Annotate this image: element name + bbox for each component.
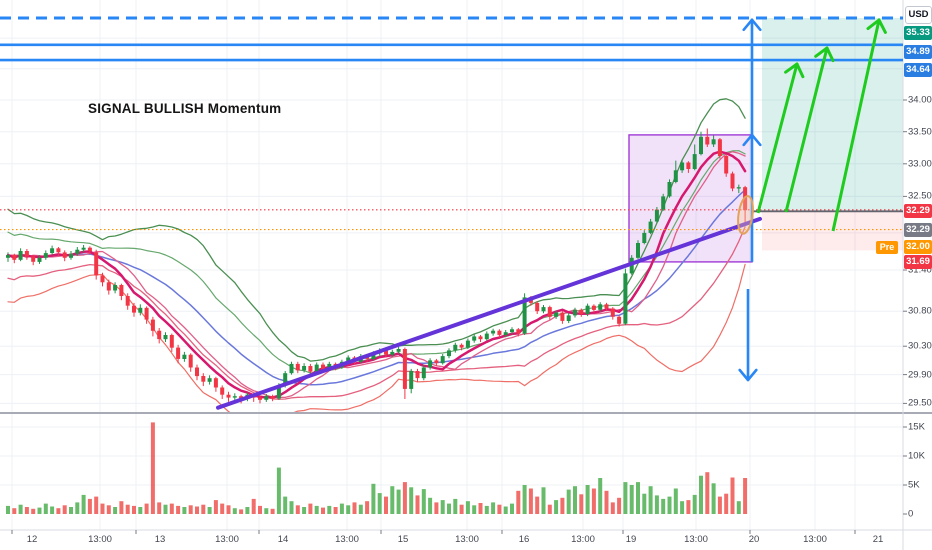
price-tick: 31.40 — [908, 264, 932, 276]
price-tick: 33.50 — [908, 126, 932, 138]
price-axis[interactable]: 34.00 33.50 33.00 32.50 31.40 30.80 30.30 29.90… — [904, 0, 932, 550]
time-label: 20 — [748, 534, 760, 545]
price-tick: 34.00 — [908, 94, 932, 106]
volume-tick: 15K — [908, 421, 925, 433]
time-label: 13:00 — [88, 534, 112, 545]
time-label: 13:00 — [335, 534, 359, 545]
time-label: 12 — [26, 534, 38, 545]
premarket-chip: Pre — [876, 241, 898, 254]
price-tick: 30.30 — [908, 340, 932, 352]
time-label: 13:00 — [684, 534, 708, 545]
time-label: 13 — [154, 534, 166, 545]
price-tick: 33.00 — [908, 158, 932, 170]
price-tick: 29.90 — [908, 369, 932, 381]
price-tick: 29.50 — [908, 397, 932, 409]
time-label: 15 — [397, 534, 409, 545]
time-label: 16 — [518, 534, 530, 545]
volume-tick: 0 — [908, 508, 914, 520]
price-badge: 32.29 — [904, 223, 932, 237]
time-label: 13:00 — [455, 534, 479, 545]
signal-annotation: SIGNAL BULLISH Momentum — [88, 101, 282, 116]
price-badge: 31.69 — [904, 255, 932, 269]
price-badge: 32.00 — [904, 240, 932, 254]
time-axis[interactable]: 12 13:00 13 13:00 14 13:00 15 13:00 16 13:00 19 13:… — [0, 531, 903, 550]
price-badge: 34.89 — [904, 45, 932, 59]
volume-tick: 10K — [908, 450, 925, 462]
price-badge: 34.64 — [904, 63, 932, 77]
price-badge: 35.33 — [904, 26, 932, 40]
time-label: 14 — [277, 534, 289, 545]
time-label: 13:00 — [215, 534, 239, 545]
price-tick: 32.50 — [908, 190, 932, 202]
time-label: 13:00 — [803, 534, 827, 545]
volume-tick: 5K — [908, 479, 920, 491]
price-badge: 32.29 — [904, 204, 932, 218]
price-tick: 30.80 — [908, 305, 932, 317]
time-label: 21 — [872, 534, 884, 545]
currency-unit-button[interactable]: USD — [905, 6, 932, 24]
time-label: 19 — [625, 534, 637, 545]
time-label: 13:00 — [571, 534, 595, 545]
